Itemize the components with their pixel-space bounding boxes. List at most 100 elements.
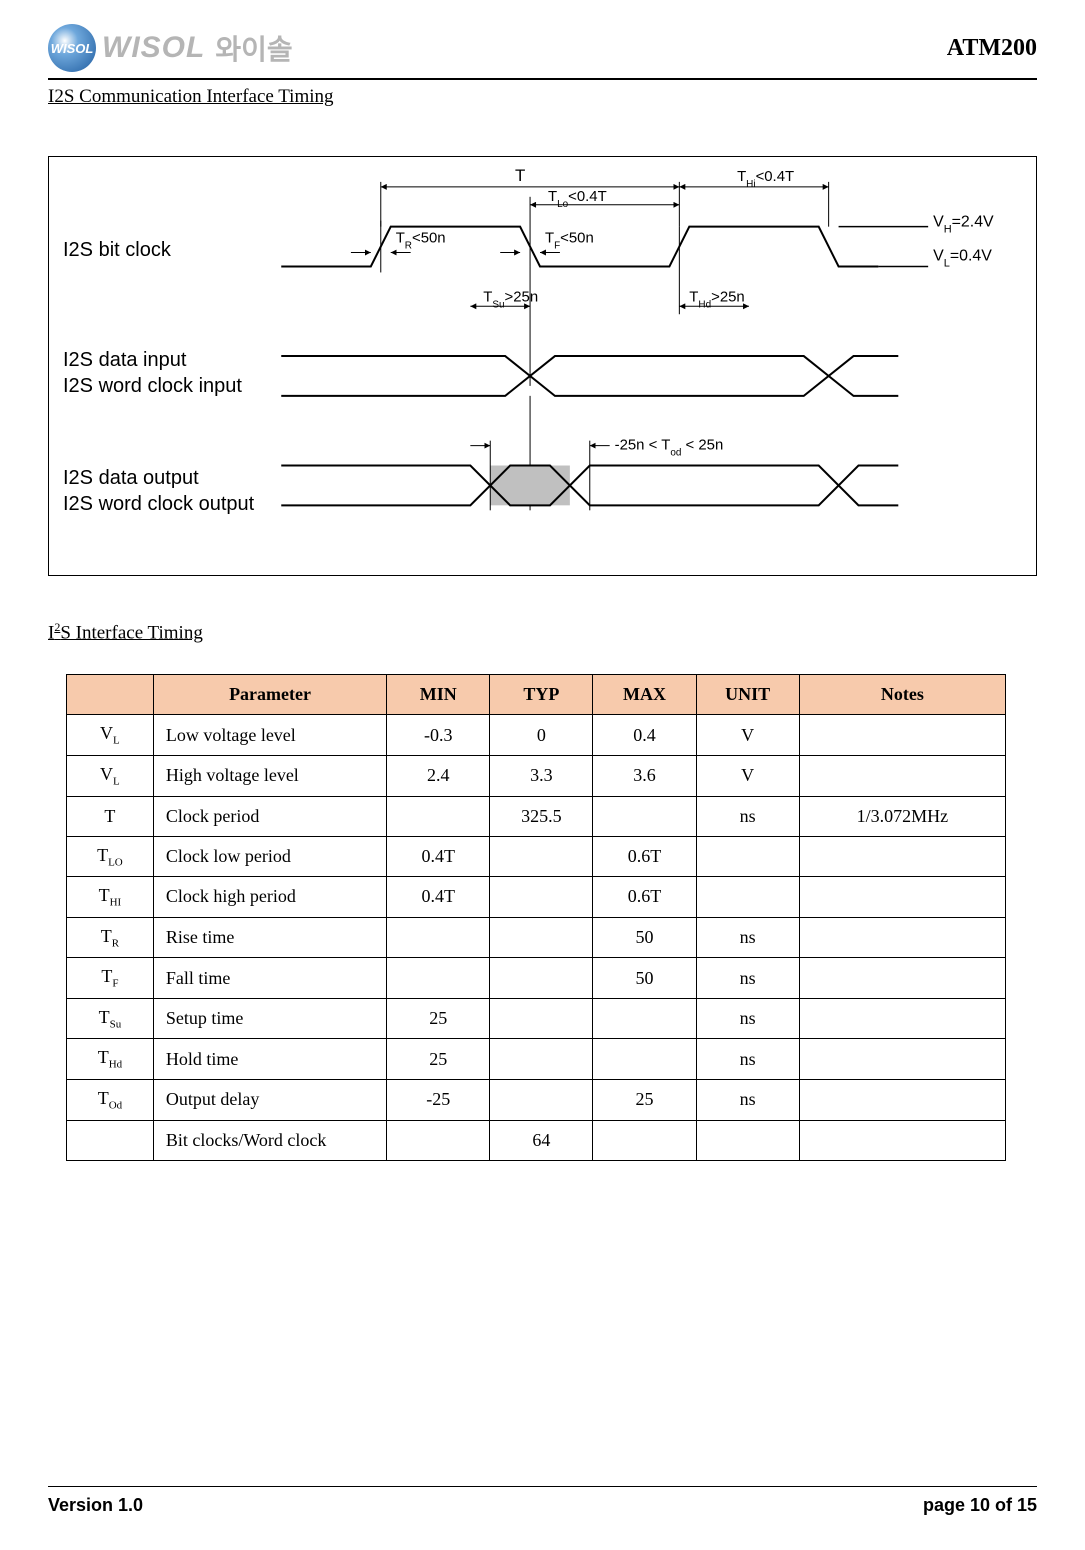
cell-notes: [799, 998, 1005, 1039]
cell-symbol: TLO: [67, 836, 154, 877]
cell-parameter: Low voltage level: [153, 715, 386, 756]
cell-symbol: TR: [67, 917, 154, 958]
table-row: TFFall time50ns: [67, 958, 1006, 999]
timing-svg: VH=2.4V VL=0.4V TR<50n T TLo<0.4T TF<50n…: [49, 157, 1036, 575]
logo-korean: 와이솔: [215, 28, 292, 68]
footer-page: page 10 of 15: [923, 1495, 1037, 1516]
cell-max: [593, 1039, 696, 1080]
th-parameter: Parameter: [153, 675, 386, 715]
cell-typ: [490, 836, 593, 877]
cell-typ: 0: [490, 715, 593, 756]
table-row: TClock period325.5ns1/3.072MHz: [67, 796, 1006, 836]
cell-max: [593, 1120, 696, 1160]
cell-min: [387, 917, 490, 958]
th-unit: UNIT: [696, 675, 799, 715]
cell-notes: [799, 877, 1005, 918]
cell-min: 0.4T: [387, 877, 490, 918]
table-row: VLHigh voltage level2.43.33.6V: [67, 755, 1006, 796]
cell-typ: [490, 1039, 593, 1080]
cell-notes: [799, 1039, 1005, 1080]
cell-max: 0.6T: [593, 836, 696, 877]
annot-tf: TF<50n: [545, 230, 594, 251]
logo-icon: WISOL: [48, 24, 96, 72]
cell-max: [593, 998, 696, 1039]
section2-rest: S Interface Timing: [60, 622, 203, 643]
section-title-i2s-comm: I2S Communication Interface Timing: [48, 86, 1037, 108]
table-row: TOdOutput delay-25 25ns: [67, 1080, 1006, 1121]
table-header-row: Parameter MIN TYP MAX UNIT Notes: [67, 675, 1006, 715]
cell-typ: 3.3: [490, 755, 593, 796]
table-row: Bit clocks/Word clock64: [67, 1120, 1006, 1160]
table-row: TLOClock low period0.4T 0.6T: [67, 836, 1006, 877]
cell-unit: ns: [696, 796, 799, 836]
annot-tlo: TLo<0.4T: [548, 188, 607, 210]
cell-parameter: Fall time: [153, 958, 386, 999]
header-rule: [48, 78, 1037, 80]
cell-min: 25: [387, 1039, 490, 1080]
footer-version: Version 1.0: [48, 1495, 143, 1516]
cell-max: 50: [593, 958, 696, 999]
annot-tod: -25n < Tod < 25n: [615, 437, 724, 459]
cell-symbol: T: [67, 796, 154, 836]
cell-max: [593, 796, 696, 836]
cell-typ: [490, 917, 593, 958]
cell-min: [387, 1120, 490, 1160]
cell-unit: ns: [696, 917, 799, 958]
cell-notes: [799, 755, 1005, 796]
cell-notes: [799, 715, 1005, 756]
cell-min: 25: [387, 998, 490, 1039]
th-max: MAX: [593, 675, 696, 715]
cell-parameter: Bit clocks/Word clock: [153, 1120, 386, 1160]
cell-notes: [799, 917, 1005, 958]
cell-max: 25: [593, 1080, 696, 1121]
annot-thi: THi<0.4T: [737, 168, 794, 190]
cell-max: 0.4: [593, 715, 696, 756]
annot-t: T: [515, 166, 525, 185]
document-title: ATM200: [947, 35, 1037, 62]
cell-parameter: Rise time: [153, 917, 386, 958]
table-row: THIClock high period0.4T0.6T: [67, 877, 1006, 918]
cell-max: 3.6: [593, 755, 696, 796]
th-notes: Notes: [799, 675, 1005, 715]
cell-notes: [799, 958, 1005, 999]
annot-tr: TR<50n: [396, 230, 446, 251]
table-row: TSuSetup time25 ns: [67, 998, 1006, 1039]
timing-diagram: I2S bit clock I2S data input I2S word cl…: [48, 156, 1037, 576]
cell-parameter: Setup time: [153, 998, 386, 1039]
cell-notes: [799, 836, 1005, 877]
cell-symbol: TOd: [67, 1080, 154, 1121]
cell-notes: 1/3.072MHz: [799, 796, 1005, 836]
table-body: VLLow voltage level-0.300.4VVLHigh volta…: [67, 715, 1006, 1160]
cell-min: -0.3: [387, 715, 490, 756]
cell-max: 50: [593, 917, 696, 958]
annot-vh: VH=2.4V: [933, 214, 994, 236]
cell-min: -25: [387, 1080, 490, 1121]
page-header: WISOL WISOL 와이솔 ATM200: [48, 20, 1037, 76]
cell-symbol: THI: [67, 877, 154, 918]
footer-rule: [48, 1486, 1037, 1487]
th-typ: TYP: [490, 675, 593, 715]
cell-unit: V: [696, 755, 799, 796]
cell-symbol: TSu: [67, 998, 154, 1039]
cell-typ: [490, 998, 593, 1039]
cell-min: [387, 958, 490, 999]
logo-text: WISOL: [102, 31, 205, 65]
cell-parameter: Output delay: [153, 1080, 386, 1121]
cell-symbol: VL: [67, 755, 154, 796]
cell-unit: ns: [696, 1039, 799, 1080]
cell-unit: [696, 1120, 799, 1160]
cell-notes: [799, 1120, 1005, 1160]
logo-block: WISOL WISOL 와이솔: [48, 24, 293, 72]
cell-min: 0.4T: [387, 836, 490, 877]
annot-vl: VL=0.4V: [933, 248, 992, 270]
cell-unit: ns: [696, 1080, 799, 1121]
cell-unit: ns: [696, 998, 799, 1039]
page-footer: Version 1.0 page 10 of 15: [48, 1486, 1037, 1516]
cell-parameter: Clock low period: [153, 836, 386, 877]
table-row: TRRise time 50ns: [67, 917, 1006, 958]
cell-typ: [490, 877, 593, 918]
cell-unit: ns: [696, 958, 799, 999]
cell-symbol: THd: [67, 1039, 154, 1080]
cell-typ: [490, 1080, 593, 1121]
cell-min: [387, 796, 490, 836]
